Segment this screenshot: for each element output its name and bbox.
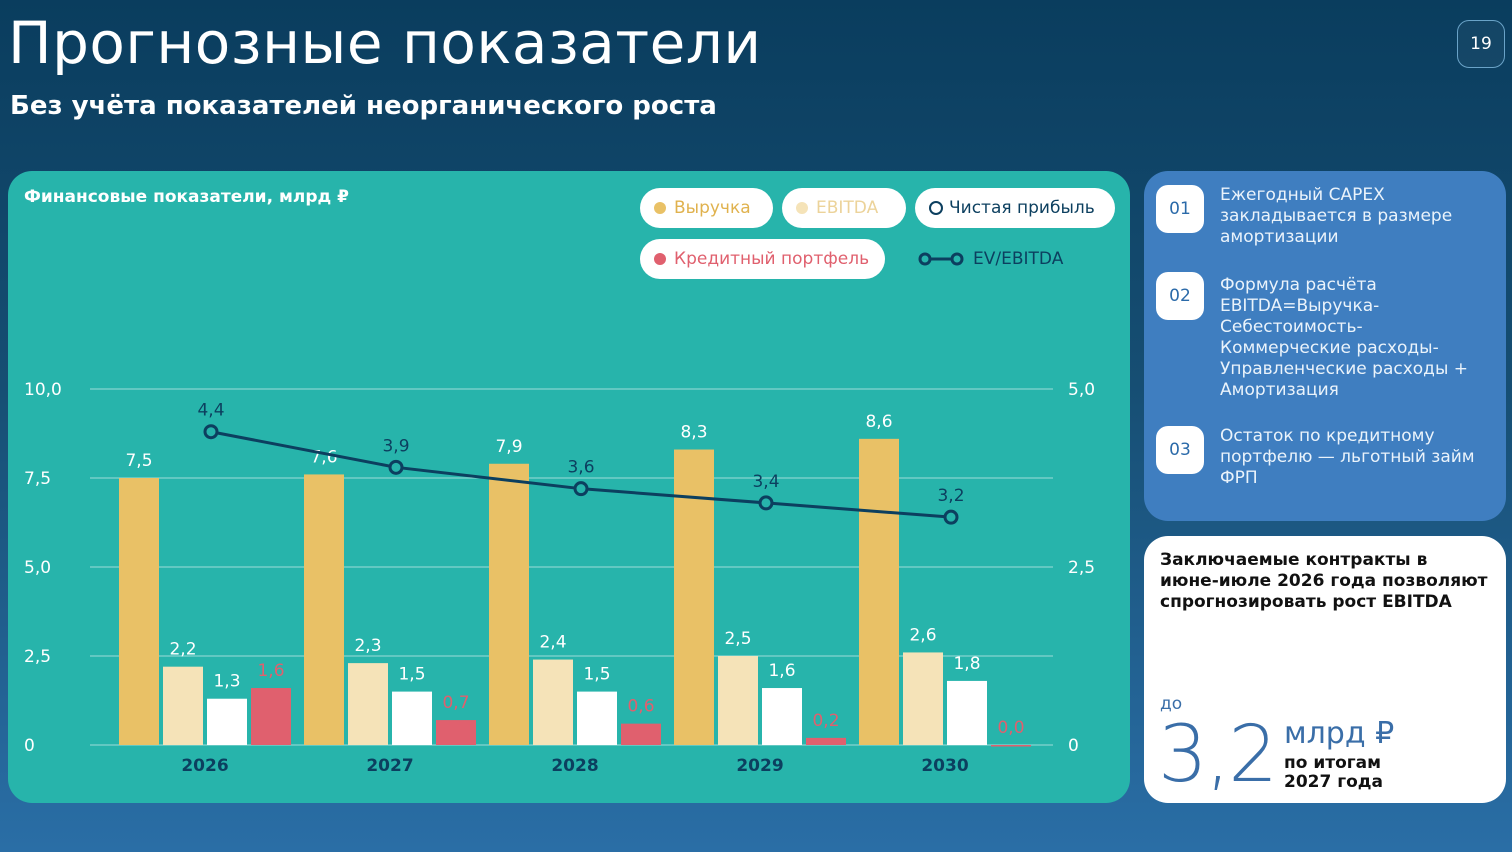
net-profit-bar bbox=[207, 698, 247, 745]
credit-bar bbox=[806, 737, 846, 745]
net-profit-bar bbox=[947, 680, 987, 745]
legend-ev-ebitda: EV/EBITDA bbox=[917, 249, 1063, 269]
x-tick-label: 2027 bbox=[366, 756, 413, 776]
revenue-bar bbox=[119, 478, 159, 745]
legend-ebitda: EBITDA bbox=[782, 188, 906, 228]
promo-card: Заключаемые контракты в июне-июле 2026 г… bbox=[1144, 536, 1506, 803]
ebitda-bar bbox=[533, 659, 573, 745]
ev-ebitda-point bbox=[573, 481, 589, 497]
data-label: 2,3 bbox=[354, 636, 381, 656]
data-label: 8,3 bbox=[680, 423, 707, 443]
net-profit-bar bbox=[762, 688, 802, 745]
legend-net-profit-label: Чистая прибыль bbox=[949, 198, 1095, 218]
ev-ebitda-point bbox=[203, 424, 219, 440]
data-label: 2,6 bbox=[909, 625, 936, 645]
note-number: 02 bbox=[1156, 272, 1204, 320]
data-label: 7,9 bbox=[495, 437, 522, 457]
data-label: 2,5 bbox=[724, 629, 751, 649]
legend-ev-ebitda-label: EV/EBITDA bbox=[973, 249, 1064, 269]
line-marker-icon bbox=[918, 252, 964, 266]
data-label: 0,0 bbox=[997, 718, 1024, 738]
revenue-dot-icon bbox=[654, 202, 666, 214]
data-label: 0,6 bbox=[627, 697, 654, 717]
ev-ebitda-point bbox=[758, 495, 774, 511]
data-label: 2,4 bbox=[539, 633, 566, 653]
credit-dot-icon bbox=[654, 253, 666, 265]
data-label: 1,6 bbox=[768, 661, 795, 681]
y-left-tick-label: 7,5 bbox=[24, 469, 51, 489]
promo-unit: млрд ₽ bbox=[1284, 716, 1395, 751]
data-label: 0,7 bbox=[442, 693, 469, 713]
ev-ebitda-label: 3,9 bbox=[382, 436, 409, 456]
ev-ebitda-point bbox=[943, 509, 959, 525]
x-tick-label: 2028 bbox=[551, 756, 598, 776]
note-number: 03 bbox=[1156, 426, 1204, 474]
data-label: 7,5 bbox=[125, 451, 152, 471]
revenue-bar bbox=[489, 463, 529, 745]
ebitda-bar bbox=[348, 663, 388, 745]
net-profit-ring-icon bbox=[929, 201, 943, 215]
ebitda-bar bbox=[903, 652, 943, 745]
promo-text: Заключаемые контракты в июне-июле 2026 г… bbox=[1160, 550, 1488, 612]
ev-ebitda-label: 3,4 bbox=[752, 472, 779, 492]
y-right-tick-label: 2,5 bbox=[1068, 558, 1095, 578]
note-item: 02 Формула расчёта EBITDA=Выручка-Себест… bbox=[1156, 272, 1490, 401]
ev-ebitda-label: 3,2 bbox=[937, 486, 964, 506]
legend-ebitda-label: EBITDA bbox=[816, 198, 879, 218]
net-profit-bar bbox=[392, 691, 432, 745]
note-item: 03 Остаток по кредитному портфелю — льго… bbox=[1156, 426, 1490, 489]
data-label: 2,2 bbox=[169, 640, 196, 660]
ebitda-bar bbox=[718, 656, 758, 745]
x-tick-label: 2026 bbox=[181, 756, 228, 776]
revenue-bar bbox=[674, 449, 714, 745]
y-left-tick-label: 10,0 bbox=[24, 380, 62, 400]
y-right-tick-label: 5,0 bbox=[1068, 380, 1095, 400]
data-label: 1,8 bbox=[953, 654, 980, 674]
legend-net-profit: Чистая прибыль bbox=[915, 188, 1115, 228]
data-label: 0,2 bbox=[812, 711, 839, 731]
note-text: Остаток по кредитному портфелю — льготны… bbox=[1220, 426, 1475, 488]
promo-caption: по итогам 2027 года bbox=[1284, 753, 1383, 792]
ev-ebitda-point bbox=[388, 459, 404, 475]
y-left-tick-label: 0 bbox=[24, 736, 35, 756]
x-tick-label: 2029 bbox=[736, 756, 783, 776]
page-title: Прогнозные показатели bbox=[8, 9, 762, 77]
legend-revenue: Выручка bbox=[640, 188, 773, 228]
data-label: 1,5 bbox=[583, 665, 610, 685]
legend-revenue-label: Выручка bbox=[674, 198, 751, 218]
financial-chart: 02,55,07,510,002,55,07,52,21,31,620267,6… bbox=[24, 380, 1095, 776]
page-subtitle: Без учёта показателей неорганического ро… bbox=[10, 91, 717, 121]
note-text: Ежегодный CAPEX закладывается в размере … bbox=[1220, 185, 1453, 247]
credit-bar bbox=[436, 720, 476, 745]
data-label: 8,6 bbox=[865, 412, 892, 432]
ebitda-dot-icon bbox=[796, 202, 808, 214]
ev-ebitda-label: 3,6 bbox=[567, 458, 594, 478]
notes-card: 01 Ежегодный CAPEX закладывается в разме… bbox=[1144, 171, 1506, 521]
note-item: 01 Ежегодный CAPEX закладывается в разме… bbox=[1156, 185, 1490, 248]
credit-bar bbox=[991, 745, 1031, 747]
chart-card: Финансовые показатели, млрд ₽ Выручка EB… bbox=[8, 171, 1130, 803]
promo-prefix: до bbox=[1160, 694, 1183, 714]
net-profit-bar bbox=[577, 691, 617, 745]
page-number: 19 bbox=[1457, 20, 1505, 68]
chart-title: Финансовые показатели, млрд ₽ bbox=[24, 187, 349, 207]
note-number: 01 bbox=[1156, 185, 1204, 233]
data-label: 1,6 bbox=[257, 661, 284, 681]
ebitda-bar bbox=[163, 666, 203, 745]
revenue-bar bbox=[304, 474, 344, 745]
legend-credit-label: Кредитный портфель bbox=[674, 249, 870, 269]
credit-bar bbox=[251, 688, 291, 745]
data-label: 1,3 bbox=[213, 672, 240, 692]
note-text: Формула расчёта EBITDA=Выручка-Себестоим… bbox=[1220, 275, 1469, 400]
y-right-tick-label: 0 bbox=[1068, 736, 1079, 756]
y-left-tick-label: 5,0 bbox=[24, 558, 51, 578]
data-label: 1,5 bbox=[398, 665, 425, 685]
credit-bar bbox=[621, 723, 661, 745]
promo-value: 3,2 bbox=[1158, 710, 1278, 800]
revenue-bar bbox=[859, 438, 899, 745]
ev-ebitda-label: 4,4 bbox=[197, 401, 224, 421]
x-tick-label: 2030 bbox=[921, 756, 968, 776]
legend-credit: Кредитный портфель bbox=[640, 239, 885, 279]
y-left-tick-label: 2,5 bbox=[24, 647, 51, 667]
